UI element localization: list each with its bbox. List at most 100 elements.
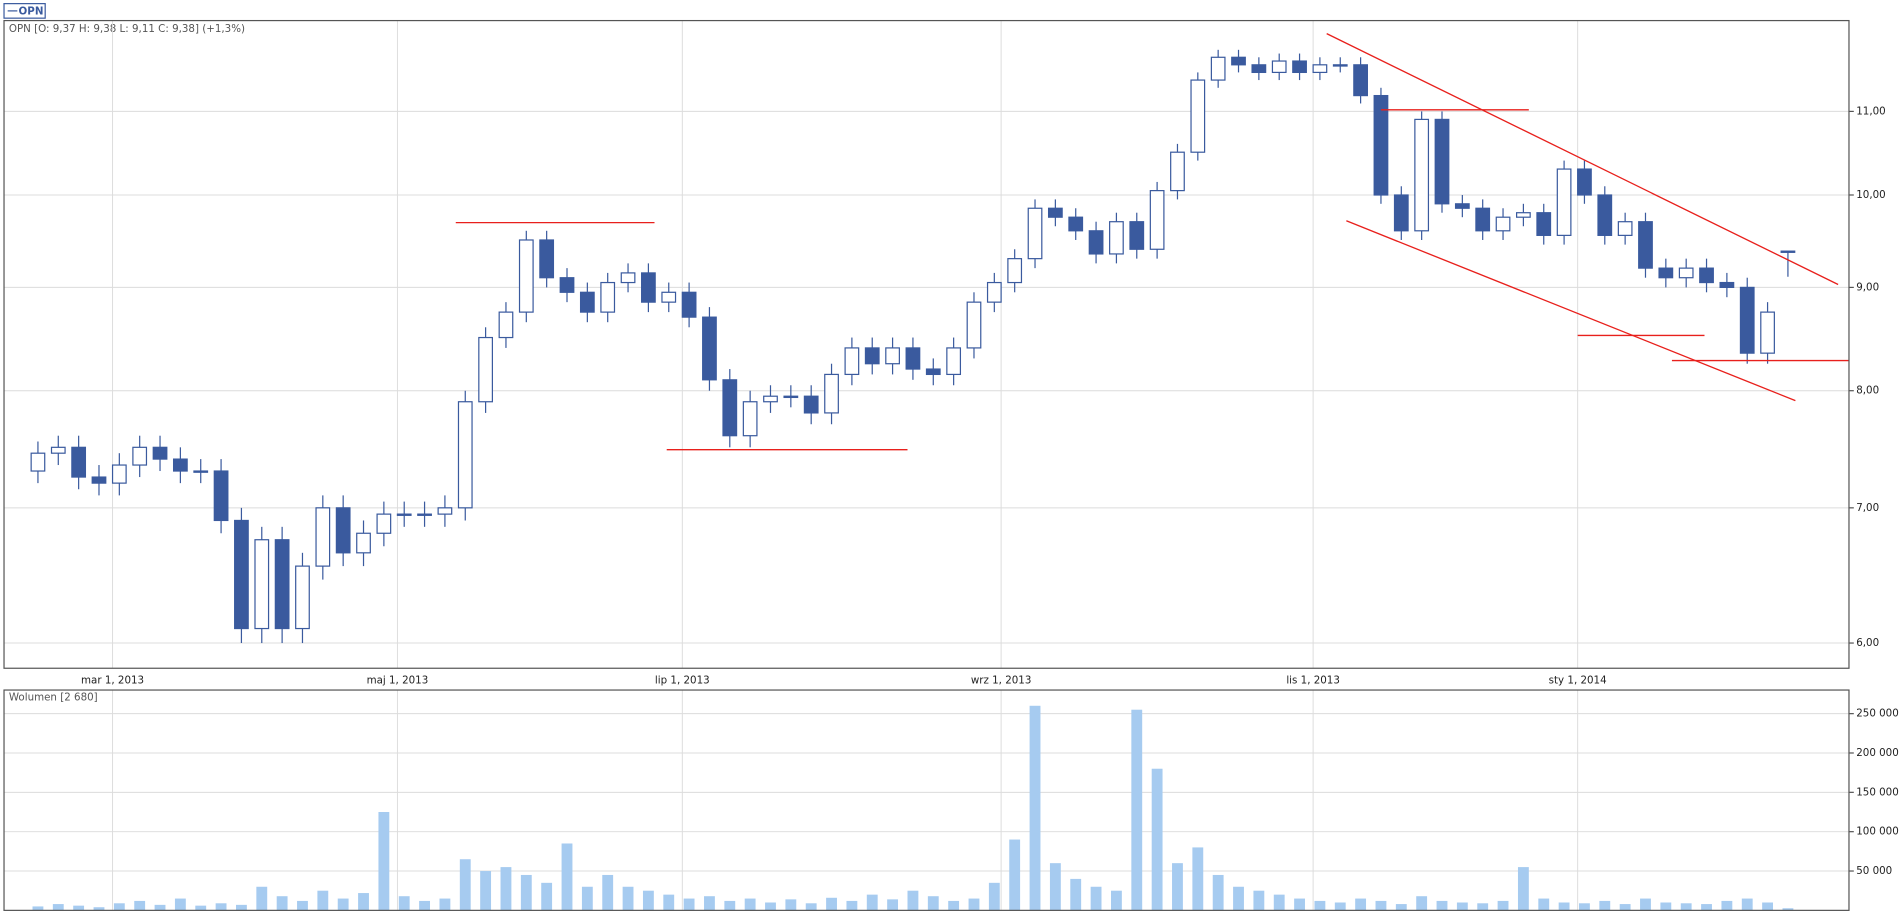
volume-bar xyxy=(1701,904,1712,911)
volume-bar xyxy=(520,874,532,911)
candle-body xyxy=(417,513,432,516)
candle-body xyxy=(1414,118,1430,232)
volume-bar xyxy=(317,890,329,911)
volume-bar xyxy=(1721,900,1733,911)
x-tick-label: maj 1, 2013 xyxy=(367,674,429,686)
volume-bar xyxy=(1538,898,1550,911)
volume-bar xyxy=(1416,896,1428,911)
price-frame xyxy=(3,19,1850,669)
volume-bar xyxy=(663,894,675,911)
candle-body xyxy=(966,301,982,349)
candle-body xyxy=(457,401,473,509)
candle-body xyxy=(1597,194,1613,236)
y-tick-label: 11,00 xyxy=(1856,105,1885,117)
candle-body xyxy=(71,446,87,478)
candle-body xyxy=(213,470,229,522)
volume-bar xyxy=(480,871,492,911)
candle-body xyxy=(1251,64,1267,74)
volume-bar xyxy=(887,899,899,911)
candle-body xyxy=(1658,267,1674,279)
volume-bar xyxy=(1762,902,1774,911)
candle-body xyxy=(1027,207,1043,260)
candle-body xyxy=(1678,267,1694,279)
candle-body xyxy=(1699,267,1714,284)
y-tick-label: 50 000 xyxy=(1856,865,1892,877)
volume-bar xyxy=(1558,902,1570,911)
volume-bar xyxy=(73,905,85,911)
candle-body xyxy=(702,316,717,381)
volume-bar xyxy=(927,896,939,911)
price-info: OPN [O: 9,37 H: 9,38 L: 9,11 C: 9,38] (+… xyxy=(9,23,245,35)
volume-bar xyxy=(948,900,960,911)
volume-bar xyxy=(1477,903,1489,911)
candle-body xyxy=(478,336,493,403)
volume-bar xyxy=(1782,908,1794,911)
volume-bar xyxy=(988,882,1000,911)
candle-body xyxy=(315,507,331,567)
volume-bar xyxy=(1273,894,1285,911)
volume-bar xyxy=(805,903,817,911)
candle-body xyxy=(254,539,270,630)
volume-bar xyxy=(439,898,451,911)
volume-bar xyxy=(846,900,858,911)
volume-bar xyxy=(93,907,105,911)
candle-body xyxy=(641,272,656,303)
volume-bar xyxy=(1640,898,1651,911)
volume-bar xyxy=(1579,903,1590,911)
candle-body xyxy=(498,311,514,339)
candle-body xyxy=(1393,194,1409,232)
volume-bar xyxy=(581,886,593,911)
volume-bar xyxy=(622,886,634,911)
candle-body xyxy=(376,513,392,534)
candle-body xyxy=(803,395,819,414)
volume-bar xyxy=(541,882,553,911)
trend-line xyxy=(1326,33,1839,286)
volume-bar xyxy=(1355,898,1367,911)
volume-bar xyxy=(1131,709,1143,911)
volume-bar xyxy=(1334,902,1346,911)
volume-bar xyxy=(642,890,654,911)
candle-body xyxy=(742,401,758,437)
candle-body xyxy=(1332,64,1348,67)
volume-bar xyxy=(1314,900,1326,911)
candle-body xyxy=(1231,56,1246,66)
volume-bar xyxy=(1436,900,1448,911)
volume-bar xyxy=(235,904,247,911)
legend-label: OPN xyxy=(19,6,44,18)
volume-bar xyxy=(500,867,512,911)
y-tick-label: 9,00 xyxy=(1856,281,1879,293)
candle-body xyxy=(986,281,1002,303)
volume-bar xyxy=(1375,900,1387,911)
candle-body xyxy=(1149,190,1165,250)
volume-bar xyxy=(1009,839,1021,911)
candle-body xyxy=(30,452,46,472)
volume-bar xyxy=(602,874,614,911)
candle-body xyxy=(437,507,453,515)
candle-body xyxy=(1577,168,1592,196)
x-tick-label: mar 1, 2013 xyxy=(81,674,144,686)
volume-bar xyxy=(358,893,369,911)
candle-body xyxy=(1312,64,1328,74)
candle-body xyxy=(1454,203,1470,209)
candle-body xyxy=(1617,221,1633,236)
volume-bar xyxy=(195,905,207,911)
volume-bar xyxy=(174,898,186,911)
candle-body xyxy=(661,291,677,303)
x-tick-label: wrz 1, 2013 xyxy=(971,674,1032,686)
candle-body xyxy=(91,476,107,484)
volume-bar xyxy=(419,900,430,911)
x-tick-label: lis 1, 2013 xyxy=(1286,674,1340,686)
candle-body xyxy=(335,507,351,554)
y-tick-label: 10,00 xyxy=(1856,189,1885,201)
candle-body xyxy=(234,519,249,630)
volume-bar xyxy=(765,902,776,911)
x-tick-label: sty 1, 2014 xyxy=(1549,674,1607,686)
y-tick-label: 7,00 xyxy=(1856,502,1879,514)
volume-bar xyxy=(744,898,756,911)
candle-body xyxy=(1719,281,1735,289)
volume-bar xyxy=(1599,900,1611,911)
candle-body xyxy=(885,347,900,365)
volume-bar xyxy=(907,890,919,911)
candle-body xyxy=(111,464,127,484)
